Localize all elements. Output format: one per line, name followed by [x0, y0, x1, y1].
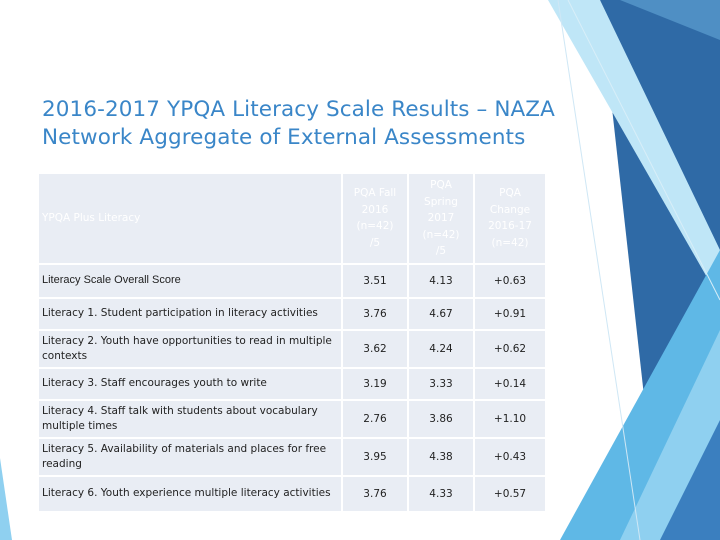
fall-score: 3.62: [343, 330, 407, 367]
facet-light-blue: [560, 250, 720, 540]
header-fall-2016: PQA Fall 2016 (n=42) /5: [343, 174, 407, 263]
spring-score: 3.33: [409, 368, 473, 399]
fall-score: 2.76: [343, 400, 407, 437]
row-label: Literacy 1. Student participation in lit…: [39, 298, 341, 329]
table-row: Literacy Scale Overall Score 3.51 4.13 +…: [39, 264, 545, 297]
header-label: YPQA Plus Literacy: [39, 174, 341, 263]
change-score: +0.63: [475, 264, 545, 297]
spring-score: 3.86: [409, 400, 473, 437]
spring-score: 4.24: [409, 330, 473, 367]
facet-line-2: [567, 0, 720, 301]
fall-score: 3.76: [343, 298, 407, 329]
table-row: Literacy 2. Youth have opportunities to …: [39, 330, 545, 367]
row-label: Literacy Scale Overall Score: [39, 264, 341, 297]
change-score: +0.62: [475, 330, 545, 367]
change-score: +0.57: [475, 476, 545, 511]
change-score: +1.10: [475, 400, 545, 437]
slide-title: 2016-2017 YPQA Literacy Scale Results – …: [42, 96, 562, 152]
facet-bottom-left: [0, 458, 12, 540]
row-label: Literacy 2. Youth have opportunities to …: [39, 330, 341, 367]
table-row: Literacy 5. Availability of materials an…: [39, 438, 545, 475]
spring-score: 4.33: [409, 476, 473, 511]
facet-dark-blue: [600, 0, 720, 540]
table-row: Literacy 6. Youth experience multiple li…: [39, 476, 545, 511]
row-label: Literacy 5. Availability of materials an…: [39, 438, 341, 475]
literacy-results-table: YPQA Plus Literacy PQA Fall 2016 (n=42) …: [37, 172, 547, 513]
facet-corner-blue: [660, 420, 720, 540]
facet-line-1: [557, 0, 641, 540]
change-score: +0.14: [475, 368, 545, 399]
facet-sky-blue: [620, 330, 720, 540]
spring-score: 4.67: [409, 298, 473, 329]
change-score: +0.43: [475, 438, 545, 475]
fall-score: 3.76: [343, 476, 407, 511]
facet-pale-blue: [548, 0, 720, 300]
table-row: Literacy 4. Staff talk with students abo…: [39, 400, 545, 437]
fall-score: 3.19: [343, 368, 407, 399]
header-change: PQA Change 2016-17 (n=42): [475, 174, 545, 263]
row-label: Literacy 6. Youth experience multiple li…: [39, 476, 341, 511]
fall-score: 3.51: [343, 264, 407, 297]
title-line-1: 2016-2017 YPQA Literacy Scale Results – …: [42, 97, 555, 122]
spring-score: 4.38: [409, 438, 473, 475]
facet-mid-blue: [620, 0, 720, 40]
header-spring-2017: PQA Spring 2017 (n=42) /5: [409, 174, 473, 263]
change-score: +0.91: [475, 298, 545, 329]
table-row: Literacy 3. Staff encourages youth to wr…: [39, 368, 545, 399]
fall-score: 3.95: [343, 438, 407, 475]
table-header-row: YPQA Plus Literacy PQA Fall 2016 (n=42) …: [39, 174, 545, 263]
row-label: Literacy 4. Staff talk with students abo…: [39, 400, 341, 437]
spring-score: 4.13: [409, 264, 473, 297]
title-line-2: Network Aggregate of External Assessment…: [42, 125, 526, 150]
table-row: Literacy 1. Student participation in lit…: [39, 298, 545, 329]
row-label: Literacy 3. Staff encourages youth to wr…: [39, 368, 341, 399]
